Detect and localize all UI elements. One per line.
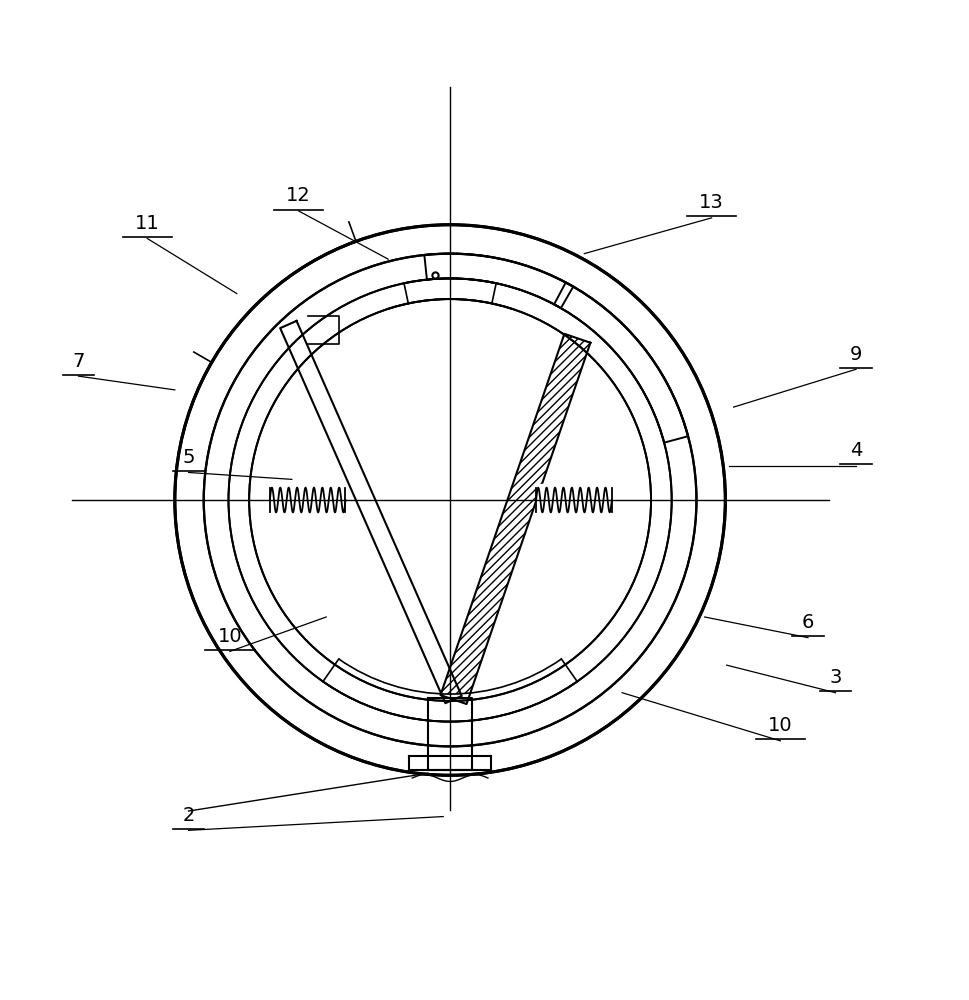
Text: 13: 13 <box>700 193 724 212</box>
Wedge shape <box>450 225 726 775</box>
Wedge shape <box>554 282 688 443</box>
Text: 5: 5 <box>182 448 195 467</box>
Circle shape <box>174 225 726 775</box>
Text: 12: 12 <box>286 186 311 205</box>
Wedge shape <box>424 254 574 308</box>
Text: 9: 9 <box>850 345 862 364</box>
Text: 2: 2 <box>182 806 195 825</box>
Polygon shape <box>441 334 590 704</box>
Text: 7: 7 <box>73 352 84 371</box>
Text: 10: 10 <box>218 627 242 646</box>
Polygon shape <box>280 321 461 703</box>
Text: 10: 10 <box>768 716 793 735</box>
Wedge shape <box>323 659 578 722</box>
Text: 11: 11 <box>135 214 160 233</box>
Text: 6: 6 <box>801 613 814 632</box>
Text: 4: 4 <box>850 441 862 460</box>
Text: 3: 3 <box>829 668 842 687</box>
